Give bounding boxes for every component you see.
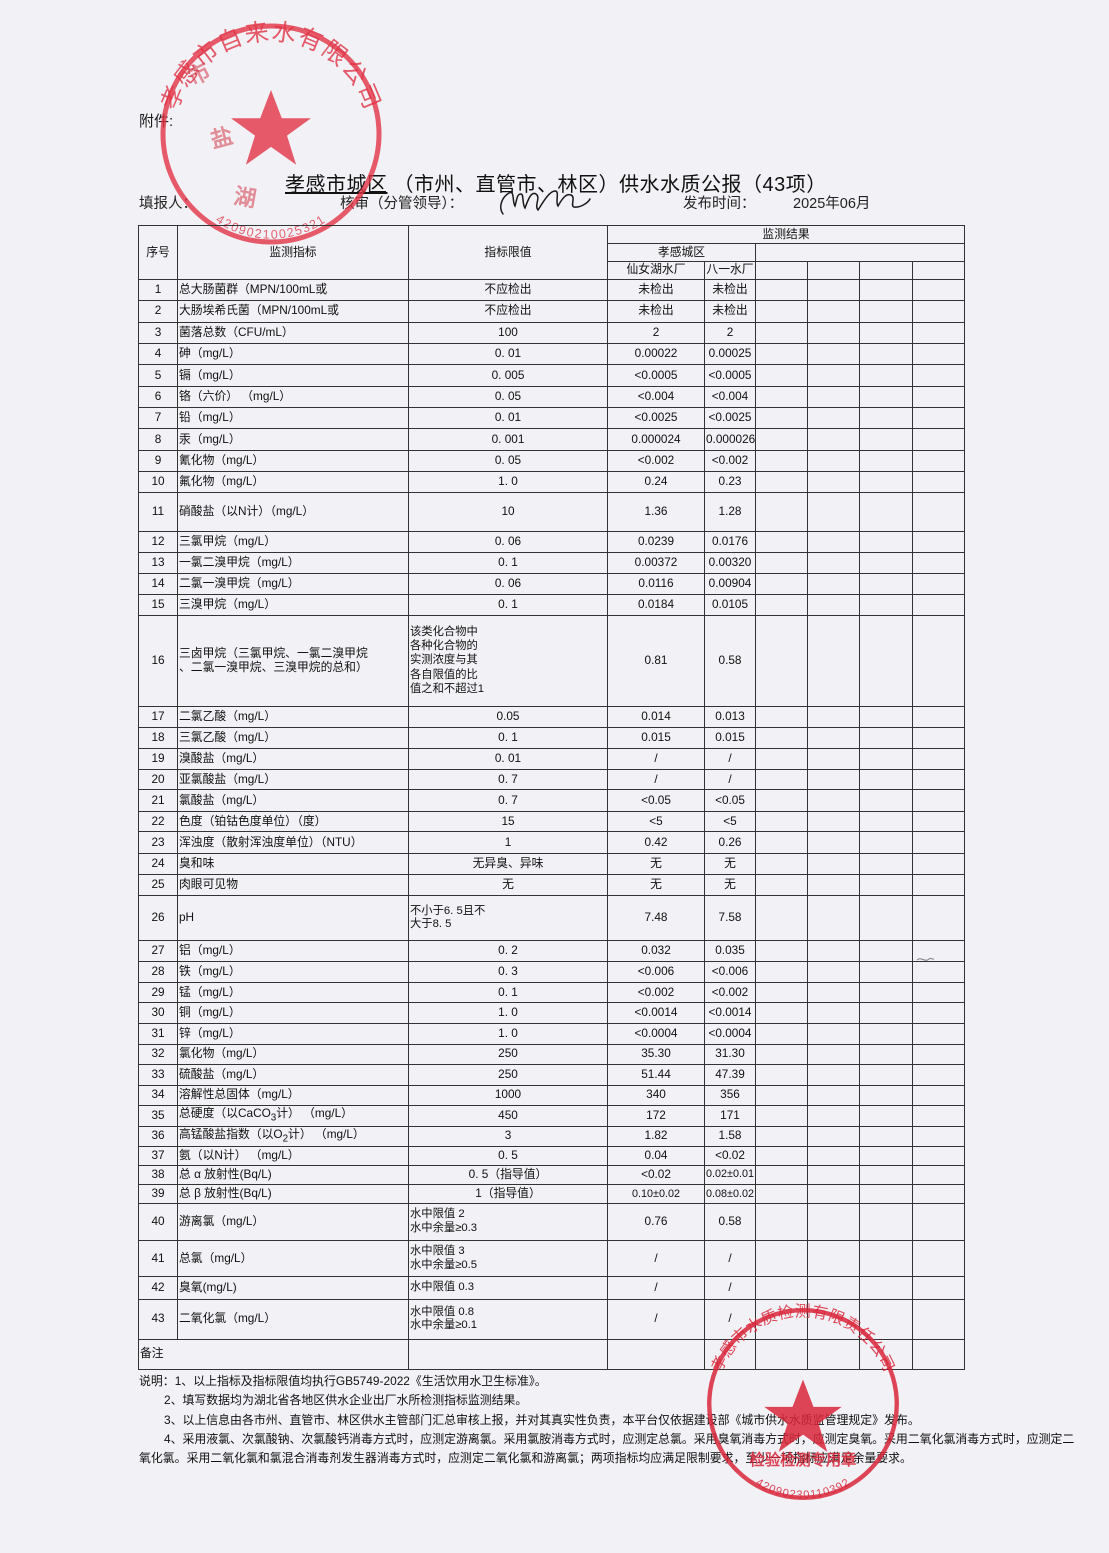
svg-text:42090230110392: 42090230110392	[754, 1476, 853, 1501]
svg-text:盐: 盐	[208, 123, 236, 153]
svg-text:孝感市水质检测有限责任公司: 孝感市水质检测有限责任公司	[708, 1302, 897, 1374]
svg-text:湖: 湖	[232, 183, 258, 211]
svg-text:检验检测专用章: 检验检测专用章	[750, 1451, 857, 1469]
